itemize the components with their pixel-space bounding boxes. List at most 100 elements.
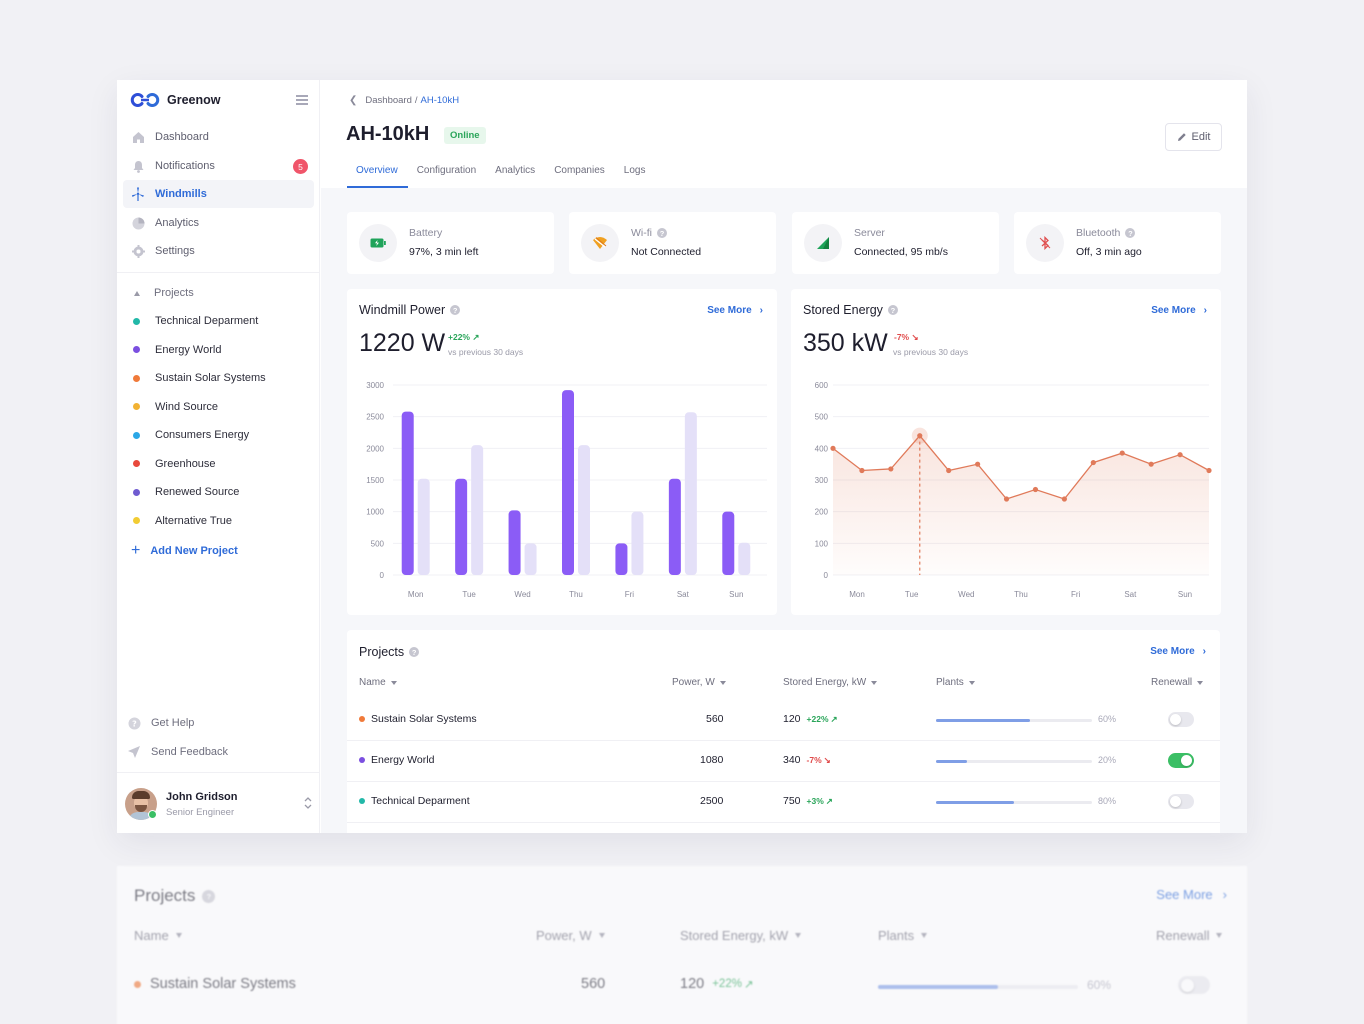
chevron-up-down-icon[interactable] xyxy=(303,795,313,811)
help-icon[interactable]: ? xyxy=(450,305,461,315)
toggle-knob xyxy=(1181,978,1194,992)
delta-text: +22% xyxy=(448,332,470,342)
column-header-stored-energy[interactable]: Stored Energy, kW xyxy=(783,677,878,688)
stored-text: 120 xyxy=(680,976,705,992)
project-color-dot xyxy=(133,488,140,496)
nav-label: Windmills xyxy=(155,188,207,200)
x-tick-label: Mon xyxy=(849,590,865,599)
sidebar-project-label: Wind Source xyxy=(155,400,218,413)
send-feedback-link[interactable]: Send Feedback xyxy=(127,745,228,759)
nav-item-windmills[interactable]: Windmills xyxy=(123,180,314,208)
y-tick-label: 100 xyxy=(815,539,829,548)
column-header-power[interactable]: Power, W xyxy=(672,677,726,688)
sidebar-project-item[interactable]: Alternative True xyxy=(133,515,232,527)
projects-section-header[interactable]: Projects xyxy=(131,287,194,299)
sidebar-project-item[interactable]: Consumers Energy xyxy=(133,429,249,441)
stored-text: 340 xyxy=(783,754,801,766)
renewal-toggle[interactable] xyxy=(1168,794,1194,809)
x-tick-label: Wed xyxy=(514,590,530,599)
zoom-delta: +22% xyxy=(712,978,742,990)
column-header-renewall[interactable]: Renewall xyxy=(1151,677,1204,688)
trend-up-icon: ↗ xyxy=(830,713,838,724)
project-color-dot xyxy=(359,798,365,804)
see-more-link[interactable]: See More › xyxy=(1151,305,1207,316)
tab-companies[interactable]: Companies xyxy=(554,165,605,176)
see-more-link[interactable]: See More › xyxy=(1150,646,1206,657)
projects-header-label: Projects xyxy=(154,287,194,299)
nav-item-dashboard[interactable]: Dashboard xyxy=(123,123,314,151)
tab-overview[interactable]: Overview xyxy=(347,159,408,188)
get-help-link[interactable]: ? Get Help xyxy=(127,716,194,730)
y-tick-label: 2500 xyxy=(366,413,384,422)
sidebar-project-item[interactable]: Wind Source xyxy=(133,401,218,413)
sidebar-project-item[interactable]: Sustain Solar Systems xyxy=(133,372,266,384)
zoom-renewal-toggle xyxy=(1178,976,1210,994)
tab-analytics[interactable]: Analytics xyxy=(495,165,536,176)
nav-label: Settings xyxy=(155,245,195,257)
y-tick-label: 1000 xyxy=(366,508,384,517)
user-name: John Gridson xyxy=(166,790,238,803)
zoom-column-name: Name xyxy=(134,928,182,943)
progress-fill xyxy=(936,719,1030,722)
stored-text: 120 xyxy=(783,713,801,725)
data-point xyxy=(1119,450,1125,456)
help-icon[interactable]: ? xyxy=(1125,228,1136,238)
edit-label: Edit xyxy=(1191,131,1211,143)
sidebar-project-item[interactable]: Renewed Source xyxy=(133,486,239,498)
renewal-toggle[interactable] xyxy=(1168,753,1194,768)
help-icon[interactable]: ? xyxy=(409,647,420,657)
stored-energy-card: Stored Energy ? See More › 350 kW -7% ↘ … xyxy=(791,289,1221,615)
column-label: Stored Energy, kW xyxy=(680,928,789,943)
sidebar-project-item[interactable]: Energy World xyxy=(133,344,221,356)
sidebar-divider xyxy=(117,272,320,273)
add-new-project-button[interactable]: + Add New Project xyxy=(131,543,238,559)
greenow-logo-icon xyxy=(130,93,160,107)
breadcrumb-root[interactable]: Dashboard xyxy=(365,95,412,106)
caret-up-icon xyxy=(134,290,140,296)
table-row[interactable]: Technical Deparment 2500 750 +3% ↗ 80% xyxy=(347,782,1220,823)
page-header: ❮ Dashboard / AH-10kH AH-10kH Online Edi… xyxy=(321,80,1247,188)
back-chevron-icon[interactable]: ❮ xyxy=(349,95,358,106)
table-row[interactable]: Energy World 1080 340 -7% ↘ 20% xyxy=(347,741,1220,782)
brand[interactable]: Greenow xyxy=(129,92,221,108)
sidebar-project-item[interactable]: Technical Deparment xyxy=(133,315,258,327)
plus-icon: + xyxy=(131,542,141,559)
bar xyxy=(684,412,697,575)
column-label: Plants xyxy=(936,677,964,688)
nav-item-notifications[interactable]: Notifications 5 xyxy=(123,152,314,180)
tab-logs[interactable]: Logs xyxy=(623,165,646,176)
sidebar-project-label: Renewed Source xyxy=(155,486,240,498)
table-row[interactable]: Sustain Solar Systems 560 120 +22% ↗ 60% xyxy=(347,700,1220,741)
see-more-link[interactable]: See More › xyxy=(707,305,763,316)
plants-percent: 60% xyxy=(1098,714,1117,724)
wifi-label: Wi-fi? xyxy=(631,227,667,239)
windmill-power-value: 1220 W xyxy=(359,329,446,357)
column-header-plants[interactable]: Plants xyxy=(936,677,975,688)
data-point xyxy=(917,433,923,439)
nav-item-analytics[interactable]: Analytics xyxy=(123,209,314,237)
stored-energy-title-text: Stored Energy xyxy=(803,303,883,317)
windmill-icon xyxy=(131,187,145,201)
toggle-knob xyxy=(1170,714,1181,725)
row-name: Energy World xyxy=(359,754,434,766)
x-tick-label: Sat xyxy=(677,590,690,599)
help-icon[interactable]: ? xyxy=(657,228,667,238)
row-name-text: Technical Deparment xyxy=(371,795,470,807)
renewal-toggle[interactable] xyxy=(1168,712,1194,727)
user-profile[interactable]: John Gridson Senior Engineer xyxy=(125,786,315,822)
tab-configuration[interactable]: Configuration xyxy=(416,165,477,176)
x-tick-label: Sat xyxy=(1124,590,1137,599)
add-project-label: Add New Project xyxy=(150,545,238,557)
server-card: Server Connected, 95 mb/s xyxy=(792,212,999,274)
sidebar-project-item[interactable]: Greenhouse xyxy=(133,458,216,470)
bar xyxy=(471,445,484,575)
column-header-name[interactable]: Name xyxy=(359,677,397,688)
data-point xyxy=(946,467,952,474)
menu-collapse-icon[interactable] xyxy=(296,95,308,105)
help-icon[interactable]: ? xyxy=(887,305,898,315)
column-label: Renewall xyxy=(1156,928,1210,943)
project-color-dot xyxy=(133,403,140,410)
edit-button[interactable]: Edit xyxy=(1165,123,1222,151)
nav-item-settings[interactable]: Settings xyxy=(123,237,314,265)
bluetooth-label: Bluetooth? xyxy=(1076,227,1136,239)
